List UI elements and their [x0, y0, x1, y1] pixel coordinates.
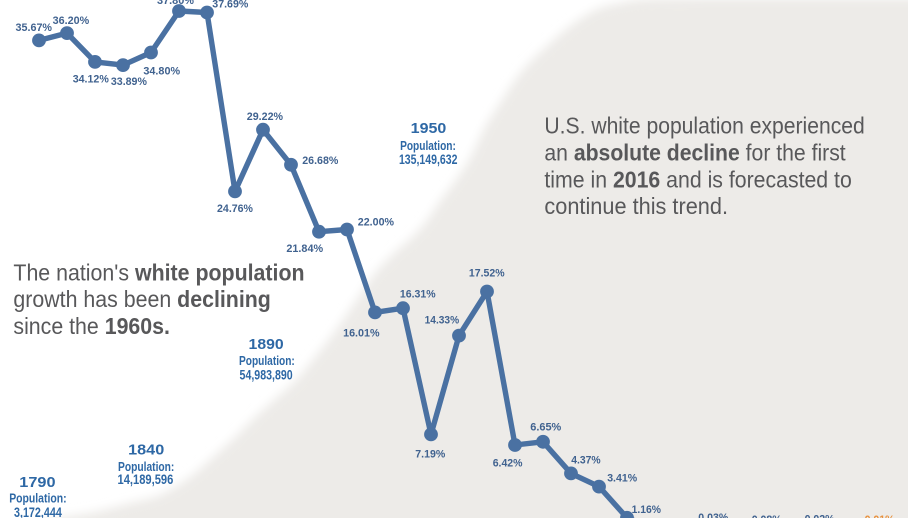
- svg-text:34.12%: 34.12%: [73, 73, 109, 85]
- svg-text:22.00%: 22.00%: [358, 216, 394, 228]
- svg-text:growth has been declining: growth has been declining: [13, 286, 270, 312]
- svg-text:26.68%: 26.68%: [302, 155, 338, 167]
- svg-text:Population:: Population:: [239, 354, 295, 368]
- svg-text:33.89%: 33.89%: [111, 76, 147, 88]
- svg-text:7.19%: 7.19%: [415, 449, 445, 461]
- svg-text:6.65%: 6.65%: [530, 421, 561, 433]
- svg-text:37.80%: 37.80%: [157, 0, 194, 7]
- svg-text:1790: 1790: [19, 475, 55, 491]
- svg-text:The nation's white population: The nation's white population: [13, 259, 304, 285]
- svg-text:1.16%: 1.16%: [632, 504, 661, 516]
- svg-text:3,172,444: 3,172,444: [14, 504, 62, 518]
- svg-text:24.76%: 24.76%: [217, 203, 253, 215]
- svg-text:continue this trend.: continue this trend.: [544, 193, 728, 219]
- svg-text:Population:: Population:: [400, 139, 456, 153]
- svg-text:0.03%: 0.03%: [698, 512, 728, 518]
- svg-text:29.22%: 29.22%: [247, 111, 283, 123]
- svg-text:16.31%: 16.31%: [400, 288, 436, 300]
- svg-text:36.20%: 36.20%: [53, 15, 90, 27]
- svg-text:17.52%: 17.52%: [469, 268, 505, 280]
- svg-text:54,983,890: 54,983,890: [240, 366, 293, 382]
- svg-text:14,189,596: 14,189,596: [118, 471, 174, 487]
- svg-text:35.67%: 35.67%: [16, 22, 53, 34]
- svg-text:34.80%: 34.80%: [143, 66, 180, 78]
- svg-text:0.08%: 0.08%: [752, 514, 782, 518]
- svg-text:21.84%: 21.84%: [286, 243, 323, 255]
- svg-text:Population:: Population:: [9, 491, 66, 505]
- svg-text:3.41%: 3.41%: [607, 473, 637, 485]
- svg-text:time in 2016 and is forecasted: time in 2016 and is forecasted to: [544, 167, 851, 193]
- svg-text:U.S. white population experien: U.S. white population experienced: [544, 112, 864, 138]
- svg-text:14.33%: 14.33%: [425, 315, 460, 327]
- svg-text:37.69%: 37.69%: [212, 0, 248, 11]
- svg-text:1840: 1840: [128, 443, 164, 459]
- svg-text:1950: 1950: [411, 121, 447, 137]
- svg-text:since the 1960s.: since the 1960s.: [13, 313, 170, 339]
- svg-text:135,149,632: 135,149,632: [399, 151, 458, 167]
- svg-text:0.02%: 0.02%: [805, 514, 835, 518]
- svg-text:4.37%: 4.37%: [571, 454, 600, 466]
- svg-text:1890: 1890: [249, 337, 284, 353]
- svg-text:an absolute decline for the fi: an absolute decline for the first: [544, 139, 846, 165]
- svg-text:0.01%: 0.01%: [865, 514, 895, 518]
- svg-text:Population:: Population:: [118, 460, 174, 474]
- svg-text:6.42%: 6.42%: [493, 457, 523, 469]
- svg-text:16.01%: 16.01%: [343, 328, 380, 340]
